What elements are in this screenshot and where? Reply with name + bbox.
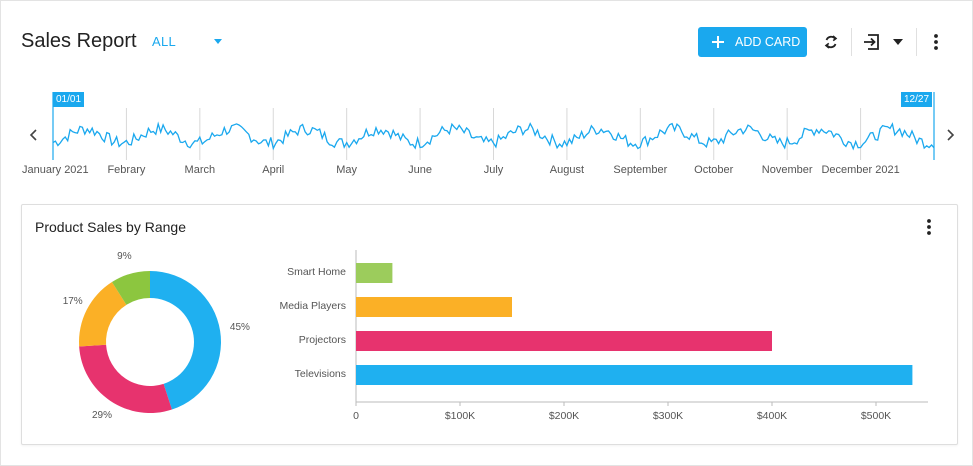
bar-category-label: Projectors (298, 334, 346, 346)
bar-category-label: Media Players (279, 300, 346, 312)
bar-category-label: Televisions (294, 368, 346, 380)
plus-icon (712, 36, 724, 48)
donut-slice-smart-home[interactable] (111, 271, 150, 305)
timeline-month-label: April (262, 164, 285, 176)
x-axis-tick-label: $100K (444, 410, 476, 422)
donut-data-label: 9% (117, 250, 132, 262)
more-options-icon[interactable] (924, 30, 948, 54)
x-axis-tick-label: $200K (548, 410, 580, 422)
bar-televisions[interactable] (356, 365, 913, 385)
x-axis-tick-label: $400K (756, 410, 788, 422)
chevron-left-icon[interactable] (27, 128, 41, 142)
report-header: Sales Report ALL ADD CARD (0, 22, 973, 62)
timeline-month-label: June (408, 164, 432, 176)
bar-category-label: Smart Home (287, 266, 346, 278)
timeline-month-label: December 2021 (821, 164, 900, 176)
donut-data-label: 45% (229, 322, 250, 334)
product-sales-card: Product Sales by Range 45% 29% 17% 9% Smart… (21, 204, 958, 445)
donut-slice-media-players[interactable] (79, 282, 127, 347)
refresh-icon[interactable] (819, 30, 843, 54)
timeline-month-label: January 2021 (22, 164, 89, 176)
card-more-options-icon[interactable] (919, 217, 939, 237)
add-card-label: ADD CARD (735, 35, 801, 49)
bar-smart-home[interactable] (356, 263, 393, 283)
card-title: Product Sales by Range (35, 219, 186, 235)
timeline-month-label: July (483, 164, 504, 176)
add-card-button[interactable]: ADD CARD (698, 27, 807, 57)
x-axis-tick-label: 0 (353, 410, 359, 422)
chevron-right-icon[interactable] (943, 128, 957, 142)
export-menu-caret-icon[interactable] (886, 30, 910, 54)
x-axis-tick-label: $300K (652, 410, 684, 422)
x-axis-tick-label: $500K (860, 410, 892, 422)
bar-media-players[interactable] (356, 297, 512, 317)
bar-projectors[interactable] (356, 331, 772, 351)
donut-slice-televisions[interactable] (150, 271, 221, 410)
export-icon[interactable] (860, 30, 884, 54)
caret-down-icon[interactable] (214, 39, 222, 44)
divider (851, 28, 852, 56)
range-start-tag[interactable]: 01/01 (53, 92, 85, 107)
donut-slice-projectors[interactable] (79, 344, 172, 413)
timeline-month-label: May (336, 164, 358, 176)
timeline-month-label: August (549, 164, 585, 176)
timeline-month-label: October (694, 164, 734, 176)
timeline-month-label: March (184, 164, 216, 176)
donut-chart (79, 271, 221, 413)
page-title: Sales Report (21, 30, 137, 52)
donut-data-label: 17% (62, 295, 83, 307)
timeline-navigator[interactable]: 01/01 12/27 January 2021 Febrary March Apri… (0, 88, 973, 183)
divider (916, 28, 917, 56)
filter-dropdown[interactable]: ALL (152, 34, 177, 49)
timeline-month-label: Febrary (107, 164, 146, 176)
bar-chart (355, 250, 928, 406)
range-end-tag[interactable]: 12/27 (901, 92, 933, 107)
timeline-month-label: November (761, 164, 813, 176)
donut-data-label: 29% (91, 409, 112, 421)
timeline-month-label: September (613, 164, 668, 176)
